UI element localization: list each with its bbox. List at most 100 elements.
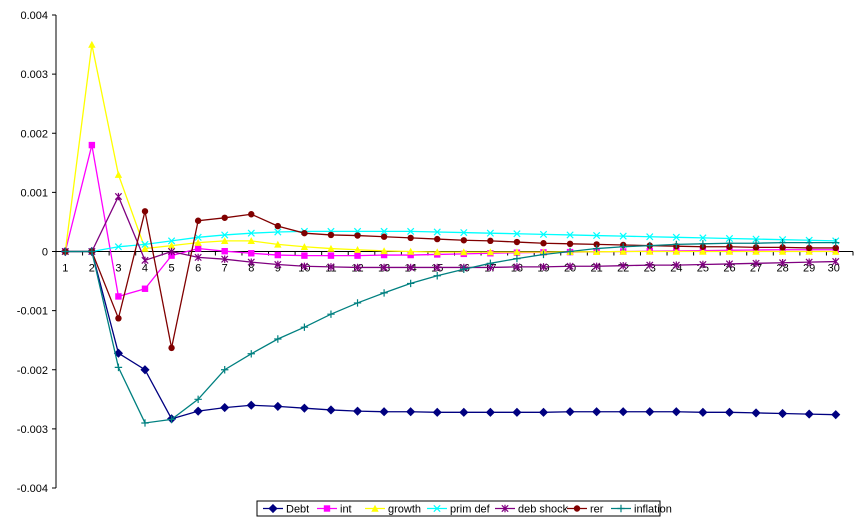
data-point-growth [300,243,309,250]
legend-label: inflation [634,504,672,516]
data-point-deb-shock [274,260,282,269]
data-point-growth [619,247,627,255]
data-point-deb-shock [832,257,840,266]
data-point-inflation [805,238,813,247]
data-point-inflation [619,243,627,251]
data-point-prim-def [247,229,255,237]
series-rer [62,208,839,352]
data-point-deb-shock [805,258,813,266]
data-point-prim-def [672,233,680,241]
data-point-int [88,141,96,149]
data-point-int [115,293,122,300]
y-tick-label: 0.003 [20,69,48,81]
data-point-prim-def [699,234,707,242]
legend-marker [323,505,331,512]
data-point-debt [246,400,256,410]
data-point-int [248,250,255,257]
data-point-inflation [513,254,521,263]
data-point-growth [725,247,734,255]
x-tick-label: 4 [142,263,148,275]
data-point-inflation [778,238,787,247]
data-point-deb-shock [221,255,229,263]
data-point-rer [354,232,361,239]
data-point-int [194,245,202,252]
data-point-growth [646,247,654,255]
series-line-rer [65,211,836,349]
data-point-int [407,251,414,259]
data-point-debt [565,407,575,417]
data-point-prim-def [646,233,654,241]
data-point-rer [274,222,282,230]
data-point-debt [273,401,283,411]
y-tick-label: 0.002 [20,128,48,140]
data-point-prim-def [460,228,468,237]
data-point-prim-def [407,227,415,236]
y-tick-label: -0.001 [17,306,48,318]
data-point-inflation [61,247,69,256]
data-point-int [168,252,175,259]
data-point-growth [433,248,441,256]
data-point-prim-def [114,243,123,251]
data-point-prim-def [752,235,760,243]
data-point-growth [699,247,707,255]
data-point-debt [299,403,309,413]
legend-item-prim-def: prim def [427,504,491,516]
series-line-deb-shock [65,194,836,269]
data-point-deb-shock [593,262,601,270]
data-point-growth [513,248,521,256]
data-point-inflation [247,350,255,358]
data-point-inflation [380,289,388,297]
data-point-rer [513,238,521,246]
data-point-deb-shock [353,263,362,272]
data-point-deb-shock [619,261,627,270]
data-point-prim-def [141,240,149,249]
data-point-int [327,252,335,259]
data-point-debt [538,407,549,417]
data-point-inflation [194,395,202,404]
data-point-debt [804,409,814,419]
data-point-debt [751,408,761,418]
data-point-prim-def [725,234,734,243]
x-tick-label: 3 [115,263,121,275]
data-point-rer [221,214,228,221]
data-point-growth [672,247,681,255]
series-line-debt [65,250,836,420]
series-line-prim-def [65,230,836,253]
data-point-inflation [88,247,96,256]
data-point-rer [434,235,441,243]
data-point-debt [220,403,230,413]
legend-item-deb-shock: deb shock [495,504,569,516]
data-point-rer [301,229,308,237]
data-point-rer [593,241,600,248]
data-point-debt [831,410,841,420]
data-point-debt [352,406,363,416]
data-point-growth [486,248,495,256]
data-point-inflation [646,241,654,250]
data-point-deb-shock [752,259,760,268]
data-point-debt [459,407,469,417]
data-point-inflation [592,244,601,253]
legend: Debt int growth prim def deb shock rer inflati… [256,500,672,517]
series-deb-shock [61,192,840,272]
legend-item-inflation: inflation [611,504,672,516]
data-point-deb-shock [247,258,255,266]
data-point-int [274,251,282,259]
data-point-deb-shock [433,263,441,272]
data-point-deb-shock [646,261,654,269]
data-point-prim-def [513,230,521,238]
data-point-debt [140,365,150,375]
x-tick-label: 7 [222,263,228,275]
data-point-growth [406,247,415,255]
data-point-growth [778,247,787,255]
data-point-deb-shock [300,262,309,270]
data-point-deb-shock [539,263,548,271]
data-point-inflation [672,240,681,249]
data-point-growth [220,237,229,245]
data-point-prim-def [486,229,494,237]
data-point-rer [380,233,388,240]
data-point-debt [512,407,522,417]
data-point-growth [353,246,362,253]
data-point-deb-shock [699,260,707,269]
data-point-rer [168,344,175,352]
